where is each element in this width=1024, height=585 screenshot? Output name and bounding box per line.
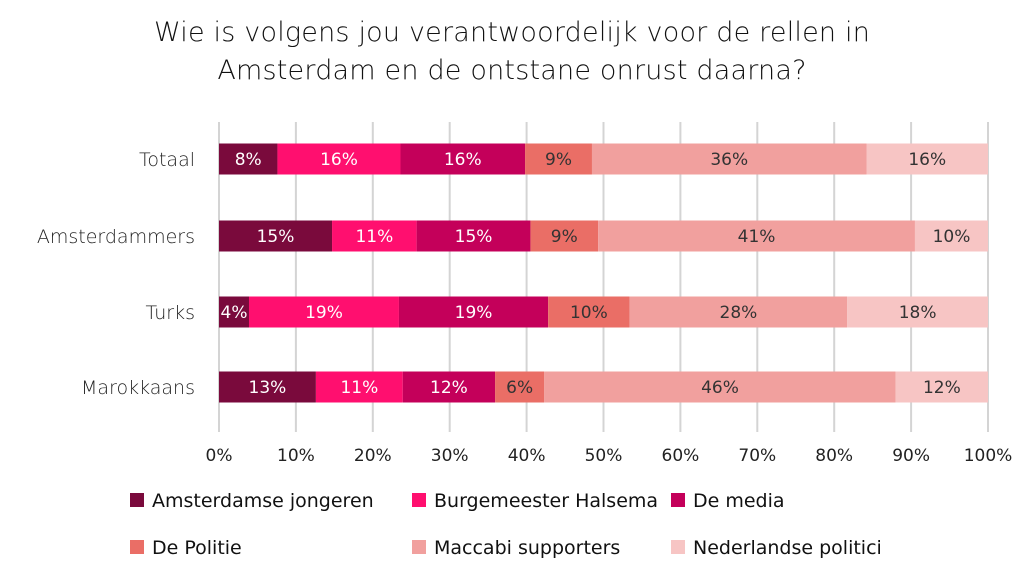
x-tick-label: 90% [892,446,930,466]
data-label: 41% [738,227,776,247]
data-label: 36% [710,150,748,170]
x-tick-label: 80% [815,446,853,466]
row-label: Turks [146,302,195,324]
data-label: 9% [545,150,572,170]
data-label: 46% [701,378,739,398]
chart-title-line-1: Wie is volgens jou verantwoordelijk voor… [153,17,871,48]
data-label: 6% [506,378,533,398]
bar-segment [219,371,316,403]
data-label: 18% [899,303,937,323]
data-label: 13% [249,378,287,398]
data-label: 12% [430,378,468,398]
bar-segment [248,296,399,328]
x-tick-label: 30% [431,446,469,466]
bar-segment [402,371,496,403]
x-tick-label: 60% [662,446,700,466]
chart-title: Wie is volgens jou verantwoordelijk voor… [0,14,1024,90]
data-label: 4% [221,303,248,323]
bar-segment [219,296,249,328]
bar-segment [219,220,333,252]
data-label: 8% [235,150,262,170]
bar-segment [544,371,896,403]
x-tick-label: 10% [277,446,315,466]
legend-swatch [130,493,144,507]
bar-segment [598,220,915,252]
data-label: 15% [455,227,493,247]
data-label: 19% [455,303,493,323]
bar-segment [400,143,526,175]
bar-segment [495,371,545,403]
bar-segment [416,220,531,252]
bar-segment [866,143,988,175]
data-label: 9% [551,227,578,247]
x-axis-ticks: 0% 10% 20% 30% 40% 50% 60% 70% 80% 90% 100% [206,446,1013,466]
x-tick-label: 20% [354,446,392,466]
legend-label: Burgemeester Halsema [434,490,658,512]
row-label: Amsterdammers [37,226,195,248]
row-label: Totaal [139,149,195,171]
row-labels-layer: Totaal Amsterdammers Turks Marokkaans [37,149,195,399]
data-label: 11% [355,227,393,247]
data-label: 11% [340,378,378,398]
legend-swatch [412,493,426,507]
bar-segment [847,296,988,328]
bar-segment [277,143,401,175]
legend-swatch [130,540,144,554]
legend: Amsterdamse jongeren Burgemeester Halsema… [130,490,882,559]
bars-layer: 8% 16% 16% 9% 36% 16% 15% 11% 15% 9% 41% 10% 4% 19% 19… [219,143,988,403]
data-label: 12% [923,378,961,398]
bar-segment [315,371,403,403]
data-label: 15% [257,227,295,247]
data-label: 16% [908,150,946,170]
bar-segment [591,143,867,175]
x-tick-label: 40% [508,446,546,466]
x-tick-label: 0% [206,446,233,466]
bar-segment [914,220,988,252]
legend-label: De Politie [152,537,242,559]
chart-title-line-2: Amsterdam en de ontstane onrust daarna? [217,55,807,86]
data-label: 10% [570,303,608,323]
legend-label: De media [693,490,785,512]
bar-segment [332,220,417,252]
legend-label: Nederlandse politici [693,537,882,559]
legend-label: Maccabi supporters [434,537,620,559]
legend-swatch [671,493,685,507]
legend-label: Amsterdamse jongeren [152,490,374,512]
row-label: Marokkaans [81,377,195,399]
bar-segment [629,296,848,328]
legend-swatch [671,540,685,554]
bar-segment [530,220,599,252]
data-label: 16% [320,150,358,170]
data-label: 28% [720,303,758,323]
bar-segment [548,296,630,328]
x-tick-label: 50% [585,446,623,466]
bar-segment [525,143,592,175]
x-tick-label: 100% [964,446,1013,466]
data-label: 19% [305,303,343,323]
bar-segment [895,371,988,403]
legend-swatch [412,540,426,554]
data-label: 10% [933,227,971,247]
bar-segment [398,296,549,328]
data-label: 16% [444,150,482,170]
x-tick-label: 70% [738,446,776,466]
bar-segment [219,143,278,175]
